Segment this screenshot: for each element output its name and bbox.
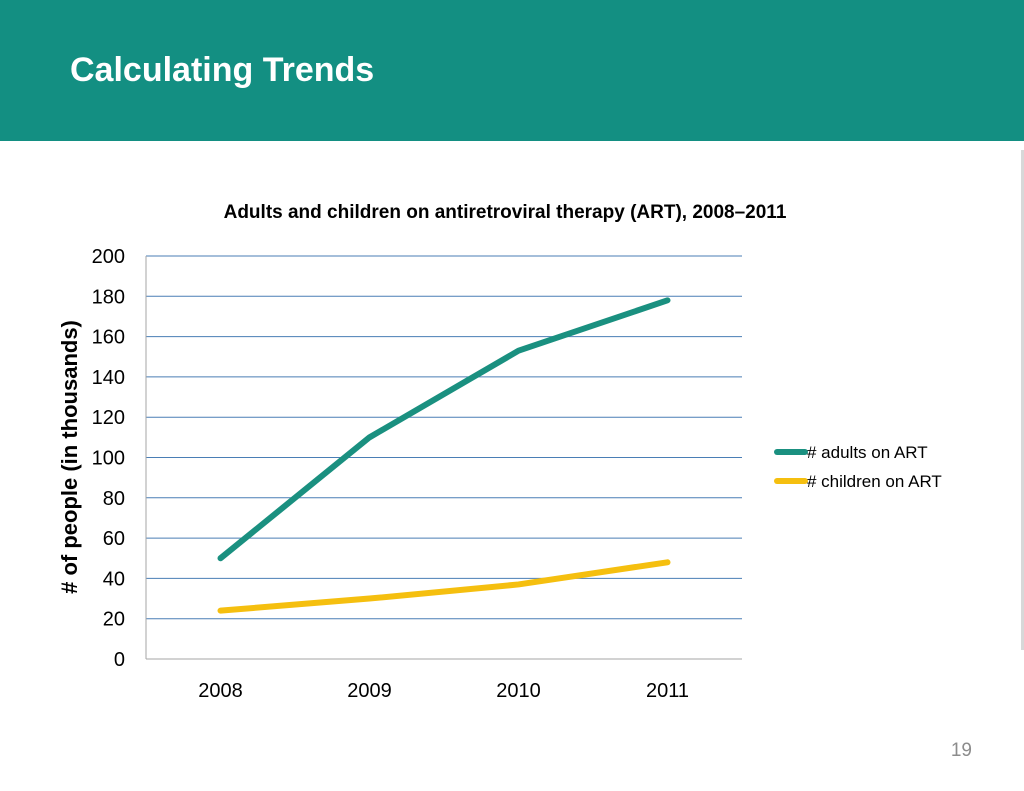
series-lines (217, 297, 671, 614)
y-tick-labels: 0 20 40 60 80 100 120 140 160 180 200 (92, 246, 125, 671)
x-tick-label: 2008 (198, 680, 243, 702)
series-line-children (217, 559, 671, 614)
header-bar (0, 0, 1024, 141)
slide-title: Calculating Trends (70, 51, 375, 89)
legend-label: # adults on ART (807, 443, 928, 462)
x-tick-label: 2009 (347, 680, 392, 702)
y-tick-label: 40 (103, 568, 125, 590)
y-tick-label: 160 (92, 327, 125, 349)
x-tick-label: 2010 (496, 680, 541, 702)
legend-label: # children on ART (807, 472, 942, 491)
x-tick-label: 2011 (646, 680, 689, 702)
y-tick-label: 180 (92, 286, 125, 308)
y-tick-label: 200 (92, 246, 125, 268)
y-tick-label: 140 (92, 367, 125, 389)
y-tick-label: 80 (103, 488, 125, 510)
series-line-adults (217, 297, 671, 562)
y-tick-label: 0 (114, 649, 125, 671)
y-tick-label: 20 (103, 609, 125, 631)
y-axis-title: # of people (in thousands) (57, 320, 82, 594)
y-tick-label: 120 (92, 407, 125, 429)
slide-edge-divider (1021, 150, 1024, 650)
x-tick-labels: 2008 2009 2010 2011 (198, 680, 689, 702)
chart-title: Adults and children on antiretroviral th… (224, 202, 787, 223)
axes (145, 256, 742, 660)
legend: # adults on ART # children on ART (774, 443, 942, 491)
page-number: 19 (950, 740, 972, 761)
y-tick-label: 60 (103, 528, 125, 550)
y-tick-label: 100 (92, 448, 125, 470)
